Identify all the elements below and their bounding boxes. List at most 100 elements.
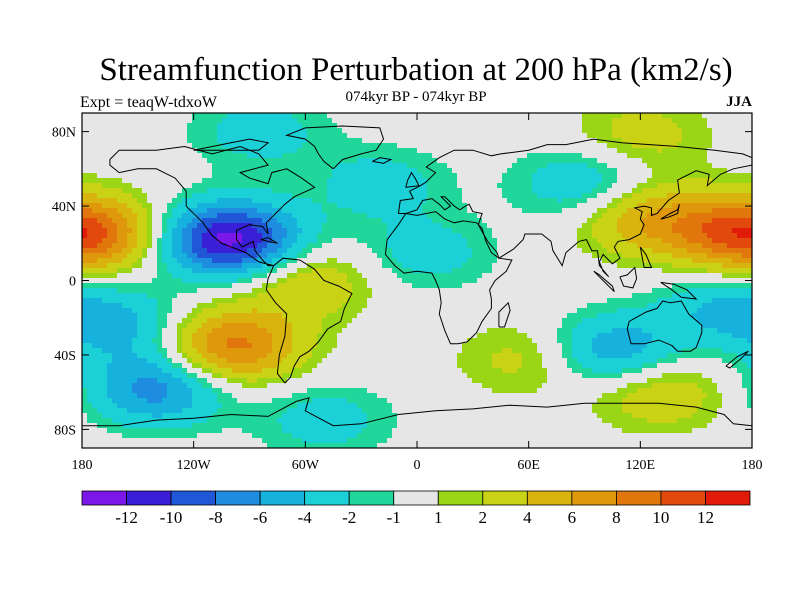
- field-cell: [432, 393, 438, 399]
- field-cell: [277, 133, 283, 139]
- field-cell: [372, 243, 378, 249]
- field-cell: [437, 428, 443, 434]
- field-cell: [392, 393, 398, 399]
- field-cell: [397, 358, 403, 364]
- field-cell: [207, 123, 213, 129]
- field-cell: [367, 208, 373, 214]
- field-cell: [97, 128, 103, 134]
- field-cell: [147, 298, 153, 304]
- field-cell: [82, 368, 88, 374]
- field-cell: [442, 163, 448, 169]
- field-cell: [257, 283, 263, 289]
- field-cell: [372, 348, 378, 354]
- field-cell: [427, 223, 433, 229]
- field-cell: [137, 433, 143, 439]
- field-cell: [272, 393, 278, 399]
- field-cell: [232, 223, 238, 229]
- field-cell: [187, 358, 193, 364]
- field-cell: [132, 188, 138, 194]
- field-cell: [172, 203, 178, 209]
- field-cell: [302, 418, 308, 424]
- field-cell: [297, 293, 303, 299]
- field-cell: [102, 283, 108, 289]
- field-cell: [357, 188, 363, 194]
- field-cell: [282, 173, 288, 179]
- field-cell: [362, 138, 368, 144]
- field-cell: [367, 193, 373, 199]
- field-cell: [287, 313, 293, 319]
- field-cell: [127, 258, 133, 264]
- field-cell: [187, 133, 193, 139]
- field-cell: [112, 183, 118, 189]
- field-cell: [82, 188, 88, 194]
- field-cell: [437, 353, 443, 359]
- field-cell: [217, 373, 223, 379]
- field-cell: [322, 188, 328, 194]
- field-cell: [362, 118, 368, 124]
- field-cell: [222, 118, 228, 124]
- field-cell: [282, 368, 288, 374]
- field-cell: [262, 128, 268, 134]
- field-cell: [192, 138, 198, 144]
- field-cell: [417, 323, 423, 329]
- field-cell: [162, 378, 168, 384]
- field-cell: [117, 243, 123, 249]
- field-cell: [147, 133, 153, 139]
- field-cell: [307, 218, 313, 224]
- field-cell: [427, 118, 433, 124]
- field-cell: [362, 173, 368, 179]
- field-cell: [347, 428, 353, 434]
- field-cell: [282, 273, 288, 279]
- field-cell: [137, 318, 143, 324]
- field-cell: [267, 318, 273, 324]
- field-cell: [132, 268, 138, 274]
- field-cell: [437, 133, 443, 139]
- field-cell: [322, 398, 328, 404]
- field-cell: [442, 228, 448, 234]
- field-cell: [397, 293, 403, 299]
- field-cell: [157, 253, 163, 259]
- field-cell: [127, 158, 133, 164]
- field-cell: [382, 278, 388, 284]
- field-cell: [127, 403, 133, 409]
- field-cell: [172, 433, 178, 439]
- field-cell: [352, 383, 358, 389]
- field-cell: [342, 193, 348, 199]
- field-cell: [97, 418, 103, 424]
- field-cell: [97, 238, 103, 244]
- field-cell: [392, 173, 398, 179]
- field-cell: [437, 148, 443, 154]
- field-cell: [242, 388, 248, 394]
- field-cell: [447, 313, 453, 319]
- field-cell: [372, 113, 378, 119]
- field-cell: [247, 373, 253, 379]
- field-cell: [177, 168, 183, 174]
- field-cell: [82, 113, 88, 119]
- field-cell: [222, 358, 228, 364]
- field-cell: [262, 203, 268, 209]
- field-cell: [332, 133, 338, 139]
- field-cell: [302, 158, 308, 164]
- field-cell: [242, 403, 248, 409]
- field-cell: [372, 408, 378, 414]
- field-cell: [117, 348, 123, 354]
- field-cell: [197, 318, 203, 324]
- field-cell: [102, 353, 108, 359]
- field-cell: [327, 438, 333, 444]
- field-cell: [257, 158, 263, 164]
- field-cell: [182, 358, 188, 364]
- field-cell: [87, 183, 93, 189]
- field-cell: [267, 408, 273, 414]
- field-cell: [157, 353, 163, 359]
- field-cell: [282, 163, 288, 169]
- field-cell: [182, 403, 188, 409]
- field-cell: [102, 403, 108, 409]
- field-cell: [327, 208, 333, 214]
- field-cell: [447, 233, 453, 239]
- field-cell: [377, 408, 383, 414]
- field-cell: [267, 298, 273, 304]
- field-cell: [247, 348, 253, 354]
- field-cell: [157, 243, 163, 249]
- field-cell: [447, 303, 453, 309]
- field-cell: [197, 253, 203, 259]
